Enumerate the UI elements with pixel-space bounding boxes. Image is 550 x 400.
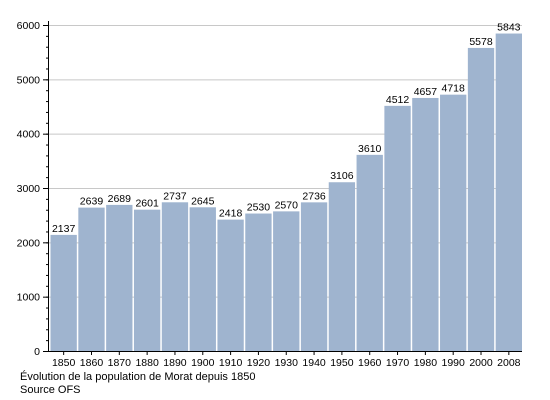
x-tick-label-2008: 2008 bbox=[497, 357, 521, 369]
bar-2000 bbox=[467, 47, 495, 352]
x-tick-label-1860: 1860 bbox=[80, 357, 104, 369]
bar-1940 bbox=[300, 202, 328, 351]
data-label-1910: 2418 bbox=[219, 208, 243, 220]
data-label-1970: 4512 bbox=[386, 94, 410, 106]
data-label-1920: 2530 bbox=[247, 202, 271, 214]
x-tick-label-1980: 1980 bbox=[414, 357, 438, 369]
y-tick-label-2000: 2000 bbox=[17, 237, 41, 249]
bar-1950 bbox=[328, 182, 356, 351]
x-tick-label-1920: 1920 bbox=[247, 357, 271, 369]
x-tick-label-1850: 1850 bbox=[52, 357, 76, 369]
bar-1890 bbox=[161, 202, 189, 351]
x-tick-label-1910: 1910 bbox=[219, 357, 243, 369]
data-label-1870: 2689 bbox=[108, 193, 132, 205]
data-label-1950: 3106 bbox=[330, 170, 354, 182]
chart-caption-source: Source OFS bbox=[20, 384, 81, 396]
data-label-1980: 4657 bbox=[414, 86, 438, 98]
data-label-1960: 3610 bbox=[358, 143, 382, 155]
bar-1920 bbox=[245, 213, 272, 351]
bar-1870 bbox=[106, 204, 133, 351]
data-label-1880: 2601 bbox=[135, 198, 159, 210]
data-label-1930: 2570 bbox=[275, 199, 299, 211]
bar-1980 bbox=[412, 97, 439, 351]
x-tick-label-1990: 1990 bbox=[442, 357, 466, 369]
x-tick-label-2000: 2000 bbox=[469, 357, 493, 369]
bar-1990 bbox=[440, 94, 467, 351]
x-tick-label-1890: 1890 bbox=[163, 357, 187, 369]
chart-caption-title: Évolution de la population de Morat depu… bbox=[20, 371, 256, 383]
data-label-1860: 2639 bbox=[80, 196, 104, 208]
x-tick-label-1960: 1960 bbox=[358, 357, 382, 369]
bar-1930 bbox=[273, 211, 300, 351]
y-tick-label-1000: 1000 bbox=[17, 292, 41, 304]
bar-1910 bbox=[217, 219, 244, 351]
data-label-1990: 4718 bbox=[442, 83, 466, 95]
data-label-2008: 5843 bbox=[497, 22, 521, 34]
bar-1850 bbox=[50, 234, 77, 351]
x-tick-label-1950: 1950 bbox=[330, 357, 354, 369]
bar-1900 bbox=[189, 207, 216, 351]
bar-1860 bbox=[78, 207, 105, 351]
y-tick-label-0: 0 bbox=[34, 346, 40, 358]
data-label-1850: 2137 bbox=[52, 223, 76, 235]
data-label-1890: 2737 bbox=[163, 190, 187, 202]
x-tick-label-1970: 1970 bbox=[386, 357, 410, 369]
y-tick-label-6000: 6000 bbox=[17, 20, 41, 32]
y-tick-label-5000: 5000 bbox=[17, 74, 41, 86]
x-tick-label-1870: 1870 bbox=[108, 357, 132, 369]
x-tick-label-1880: 1880 bbox=[135, 357, 159, 369]
x-tick-label-1900: 1900 bbox=[191, 357, 215, 369]
data-label-2000: 5578 bbox=[469, 36, 493, 48]
data-label-1940: 2736 bbox=[302, 190, 326, 202]
bar-1970 bbox=[384, 105, 411, 352]
y-tick-label-4000: 4000 bbox=[17, 129, 41, 141]
data-label-1900: 2645 bbox=[191, 195, 215, 207]
x-tick-label-1930: 1930 bbox=[275, 357, 299, 369]
y-tick-label-3000: 3000 bbox=[17, 183, 41, 195]
x-tick-label-1940: 1940 bbox=[302, 357, 326, 369]
bar-1960 bbox=[356, 154, 383, 351]
bar-2008 bbox=[495, 33, 522, 351]
bar-1880 bbox=[133, 209, 161, 351]
